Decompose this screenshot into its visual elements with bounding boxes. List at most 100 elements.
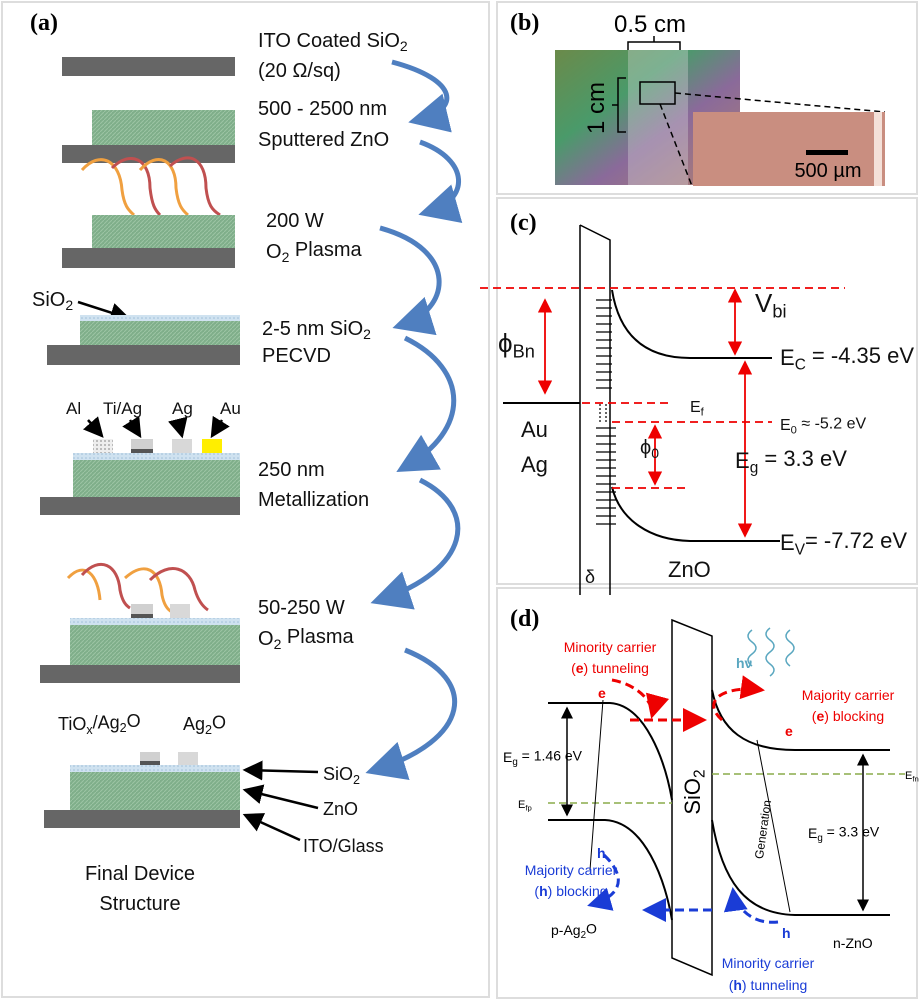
text-part: Plasma	[289, 239, 362, 261]
label: p-Ag2O	[551, 921, 597, 941]
text-part: = 3.3 eV	[823, 824, 880, 840]
label: Ti/Ag	[103, 399, 142, 418]
text-part: E	[518, 799, 525, 811]
text-part: 2	[205, 723, 212, 737]
text-part: = -7.72 eV	[805, 528, 907, 553]
label: Ag	[172, 399, 193, 418]
label: EC = -4.35 eV	[780, 343, 914, 374]
text-part: TiO	[58, 714, 86, 734]
label: (e) blocking	[812, 708, 884, 724]
text-part: e	[576, 660, 584, 676]
text-part: SiO	[323, 764, 353, 784]
text-part: Ag	[183, 714, 205, 734]
text-part: SiO	[680, 778, 705, 815]
text-part: /Ag	[93, 712, 120, 732]
label: Final Device	[85, 863, 195, 885]
text-part: V	[755, 288, 773, 318]
label: ZnO	[323, 799, 358, 819]
text-part: 2	[363, 326, 371, 342]
text-part: fp	[525, 803, 531, 812]
label: Minority carrier	[722, 955, 815, 971]
label: O2 Plasma	[258, 626, 354, 652]
label: SiO2	[323, 764, 360, 787]
text-part: 2	[353, 773, 360, 787]
text-part: ϕ	[498, 328, 513, 358]
label: (h) blocking	[534, 883, 607, 899]
label: Generation	[752, 799, 774, 860]
label: Metallization	[258, 489, 369, 511]
text-part: 2	[400, 38, 408, 54]
label: ITO/Glass	[303, 836, 384, 856]
text-part: E	[690, 399, 701, 416]
text-part: ) blocking	[824, 708, 884, 724]
text-part: fn	[912, 774, 918, 783]
text-part: E	[808, 825, 817, 841]
text-part: = 1.46 eV	[518, 748, 583, 764]
label: (h) tunneling	[729, 977, 808, 993]
text-part: g	[750, 460, 759, 477]
text-part: h	[539, 883, 548, 899]
text-part: ) blocking	[548, 883, 608, 899]
label: Minority carrier	[564, 639, 657, 655]
text-part: E	[780, 417, 791, 434]
height-label: 1 cm	[583, 82, 610, 134]
label: O2 Plasma	[266, 239, 362, 265]
text-part: 2	[282, 249, 290, 265]
label: e	[598, 685, 606, 701]
label: Eg = 1.46 eV	[503, 748, 583, 768]
label: Efp	[518, 799, 532, 812]
label: Eg = 3.3 eV	[808, 824, 880, 844]
text-part: ϕ	[640, 437, 651, 459]
label: δ	[585, 567, 595, 587]
label: Structure	[99, 893, 180, 915]
width-label: 0.5 cm	[614, 11, 686, 38]
panel-c-texts: Vbi ϕBn EC = -4.35 eV Ef E0 ≈ -5.2 eV ϕ0…	[498, 288, 914, 587]
label: Sputtered ZnO	[258, 129, 389, 151]
text-part: bi	[772, 301, 786, 321]
text-part: E	[780, 530, 795, 555]
text-part: O	[127, 711, 141, 731]
text-part: O	[266, 241, 282, 263]
label: Ef	[690, 399, 705, 418]
text-part: 2-5 nm SiO	[262, 318, 363, 340]
label: EV= -7.72 eV	[780, 528, 907, 559]
label: ϕ0	[640, 437, 659, 461]
text-part: ≈ -5.2 eV	[797, 416, 867, 433]
label: h	[782, 925, 791, 941]
label: Ag	[521, 452, 548, 477]
label: SiO2	[32, 289, 73, 313]
text-part: E	[780, 345, 795, 370]
text-part: = -4.35 eV	[806, 343, 915, 368]
panel-label: (d)	[510, 606, 539, 632]
label: (e) tunneling	[571, 660, 649, 676]
text-part: h	[733, 977, 742, 993]
text-part: E	[905, 770, 912, 782]
text-part: ITO Coated SiO	[258, 30, 400, 52]
label: Majority carrier	[802, 687, 895, 703]
text-part: Plasma	[281, 626, 354, 648]
text-part: 0	[651, 445, 659, 461]
label: ZnO	[668, 557, 711, 582]
label: Majority carrier	[525, 862, 618, 878]
figure: (a) ITO Coated SiO2(20 Ω/sq) 500 - 2500 …	[0, 0, 919, 1001]
label: 250 nm	[258, 459, 325, 481]
text-part: O	[258, 628, 274, 650]
label: e	[785, 723, 793, 739]
label: n-ZnO	[833, 935, 873, 951]
text-part: Bn	[513, 341, 535, 361]
text-part: C	[795, 357, 806, 374]
label: hν	[736, 655, 753, 671]
label: Al	[66, 399, 81, 418]
panel-label: (b)	[510, 10, 539, 36]
text-part: SiO	[32, 289, 65, 311]
label: Au	[521, 417, 548, 442]
panel-label: (c)	[510, 210, 537, 236]
scale-label: 500 µm	[794, 160, 861, 182]
label: 500 - 2500 nm	[258, 98, 387, 120]
label: Au	[220, 399, 241, 418]
label: E0 ≈ -5.2 eV	[780, 416, 866, 437]
label: Vbi	[755, 288, 787, 321]
text-part: 2	[692, 769, 709, 778]
label: (20 Ω/sq)	[258, 60, 341, 82]
text-part: p-Ag	[551, 922, 581, 938]
